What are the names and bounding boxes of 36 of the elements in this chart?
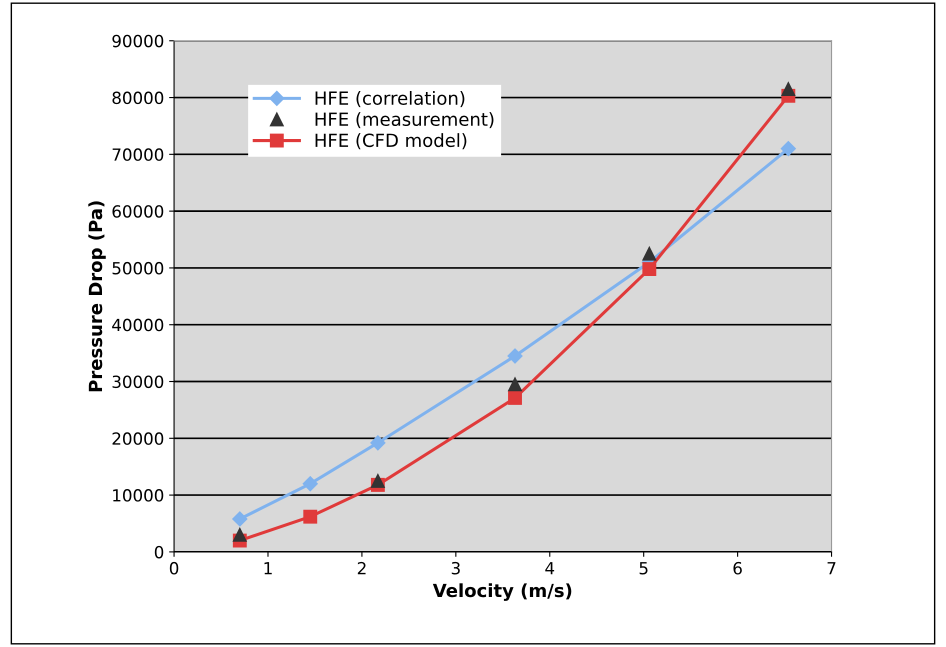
point	[303, 510, 318, 524]
legend-label: HFE (correlation)	[316, 90, 464, 108]
y-tick-label: 0	[154, 546, 164, 558]
point	[781, 82, 796, 96]
point	[507, 348, 523, 364]
y-tick-label: 50000	[112, 262, 164, 274]
point	[370, 435, 386, 450]
point	[508, 391, 522, 405]
x-tick-label: 1	[264, 562, 272, 574]
point	[232, 528, 247, 542]
y-tick-label: 70000	[112, 148, 164, 161]
legend-label: HFE (measurement)	[316, 112, 494, 128]
y-tick-label: 20000	[112, 432, 164, 445]
y-tick-label: 90000	[112, 34, 164, 48]
x-tick-label: 6	[733, 562, 742, 575]
x-tick-label: 3	[452, 562, 460, 575]
y-tick-label: 30000	[112, 375, 164, 388]
x-tick-label: 0	[170, 562, 178, 575]
x-tick-label: 7	[828, 562, 836, 574]
point	[508, 377, 522, 392]
x-tick-label: 2	[358, 562, 366, 574]
x-tick-label: 4	[545, 562, 554, 574]
point	[302, 476, 318, 492]
y-axis-title: Pressure Drop (Pa)	[88, 201, 106, 392]
legend-label: HFE (CFD model)	[316, 133, 466, 150]
x-tick-label: 5	[640, 562, 648, 575]
y-tick-label: 10000	[113, 489, 164, 502]
x-axis-title: Velocity (m/s)	[432, 583, 572, 601]
point	[642, 262, 656, 276]
y-tick-label: 80000	[112, 92, 164, 104]
point	[642, 246, 656, 261]
point	[370, 474, 385, 488]
point	[780, 141, 796, 156]
point	[232, 511, 248, 527]
y-tick-label: 40000	[112, 318, 164, 332]
y-tick-label: 60000	[112, 205, 164, 218]
